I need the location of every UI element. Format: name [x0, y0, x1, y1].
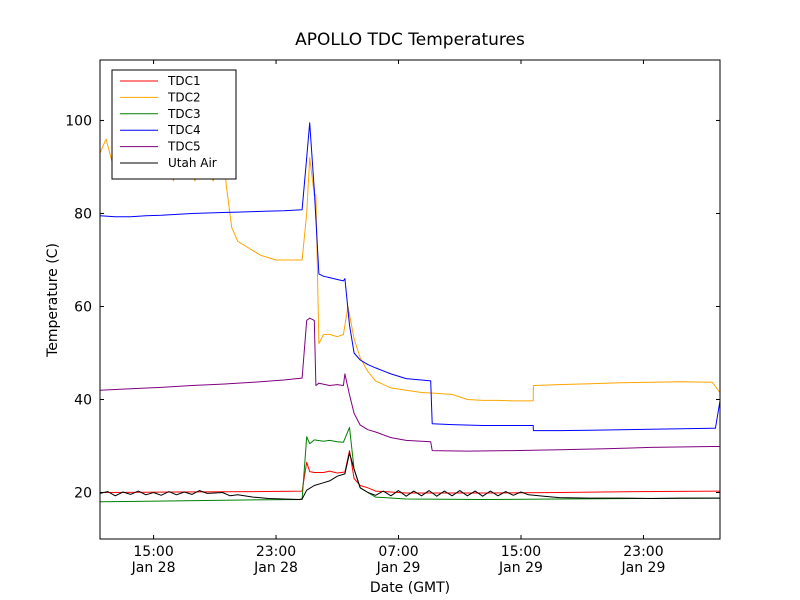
chart-title: APOLLO TDC Temperatures — [295, 30, 525, 50]
legend-label: TDC5 — [167, 140, 201, 154]
x-tick-label-time: 07:00 — [378, 544, 418, 560]
legend-label: TDC4 — [167, 123, 201, 137]
x-tick-label-time: 15:00 — [501, 544, 541, 560]
y-tick-label: 100 — [65, 113, 92, 129]
legend: TDC1 TDC2 TDC3 TDC4 TDC5 Utah Air — [111, 69, 237, 180]
legend-label: TDC1 — [167, 74, 201, 88]
legend-label: TDC3 — [167, 107, 201, 121]
plot-frame — [99, 59, 721, 540]
legend-label: TDC2 — [167, 90, 201, 104]
legend-label: Utah Air — [168, 156, 217, 170]
x-tick-label-date: Jan 29 — [621, 560, 666, 576]
y-tick-label: 80 — [74, 206, 92, 222]
x-axis-title: Date (GMT) — [370, 580, 450, 596]
x-tick-label-time: 23:00 — [623, 544, 663, 560]
x-tick-label-date: Jan 29 — [376, 560, 421, 576]
y-axis-title: Temperature (C) — [45, 243, 61, 358]
y-tick-label: 20 — [74, 485, 92, 501]
x-tick-label-time: 23:00 — [256, 544, 296, 560]
series-line-tdc3 — [99, 426, 721, 503]
legend-box — [111, 69, 237, 180]
x-tick-label-date: Jan 28 — [253, 560, 298, 576]
x-tick-label-time: 15:00 — [133, 544, 173, 560]
x-tick-label-date: Jan 28 — [131, 560, 176, 576]
series-line-tdc4 — [99, 122, 721, 432]
x-tick-label-date: Jan 29 — [498, 560, 543, 576]
series-line-tdc5 — [99, 317, 720, 452]
y-tick-label: 60 — [74, 299, 92, 315]
series-line-utah-air — [99, 452, 720, 500]
y-tick-label: 40 — [74, 392, 92, 408]
